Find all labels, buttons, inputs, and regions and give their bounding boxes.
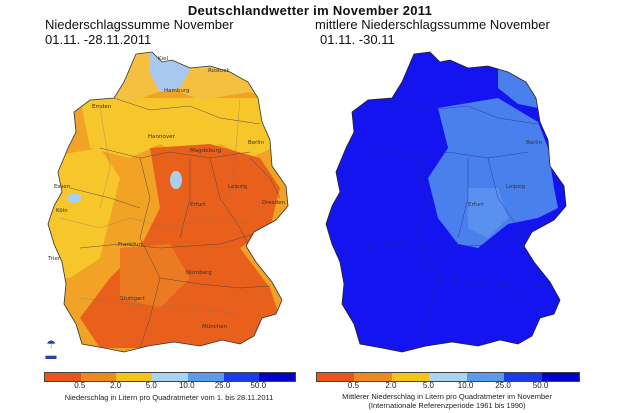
left-city-labels: Kiel Rostock Hamburg Emden Hannover Berl… [47, 56, 285, 330]
city-label-berlin: Berlin [526, 140, 542, 146]
left-blue-patch-west [67, 193, 81, 203]
left-legend-tick: 2.0 [109, 381, 122, 390]
left-legend-swatch [152, 373, 188, 381]
right-legend-tick: 0.5 [347, 381, 360, 390]
left-legend-swatch [116, 373, 153, 381]
right-legend-swatch [391, 373, 430, 381]
left-district-borders [59, 97, 251, 315]
left-legend-caption: Niederschlag in Litern pro Quadratmeter … [64, 393, 274, 402]
city-label-hamburg: Hamburg [164, 88, 190, 94]
left-legend-swatch [187, 373, 224, 381]
right-precipitation-map: Berlin Leipzig Erfurt [325, 51, 567, 353]
city-label-muenchen: München [202, 324, 228, 330]
city-label-nuernberg: Nürnberg [186, 270, 212, 276]
left-legend-swatch [80, 373, 117, 381]
dwd-logo-icon: ☂ ▬ [45, 339, 57, 362]
left-blue-patch-harz [170, 171, 182, 189]
left-map-date-range: 01.11. -28.11.2011 [45, 32, 152, 47]
left-legend-tick: 10.0 [178, 381, 195, 390]
city-label-magdeburg: Magdeburg [190, 148, 221, 154]
city-label-emden: Emden [92, 104, 112, 110]
right-legend-tick: 10.0 [457, 381, 474, 390]
right-legend-swatch [429, 373, 467, 381]
right-state-borders [357, 97, 549, 349]
right-legend-tick: 50.0 [532, 381, 549, 390]
right-legend-ticks: 0.5 2.0 5.0 10.0 25.0 50.0 [316, 381, 578, 391]
city-label-kiel: Kiel [158, 56, 169, 62]
city-label-erfurt: Erfurt [468, 202, 484, 208]
right-legend-swatch [504, 373, 542, 381]
city-label-stuttgart: Stuttgart [120, 296, 146, 302]
right-legend-tick: 5.0 [422, 381, 434, 390]
right-city-labels: Berlin Leipzig Erfurt [468, 140, 542, 208]
left-legend-swatch [259, 373, 296, 381]
left-legend-tick: 0.5 [74, 381, 86, 390]
right-legend-swatch [541, 373, 579, 381]
right-map-date-range: 01.11. -30.11 [320, 32, 395, 47]
city-label-leipzig: Leipzig [228, 184, 247, 190]
left-legend-bar [44, 372, 296, 382]
right-legend-swatch [354, 373, 392, 381]
left-map-title: Niederschlagssumme November 01.11. -28.1… [45, 17, 234, 47]
left-map-title-line1: Niederschlagssumme November [45, 17, 234, 32]
right-legend-tick: 25.0 [495, 381, 511, 390]
left-legend-ticks: 0.5 2.0 5.0 10.0 25.0 50.0 [44, 381, 294, 391]
right-legend-caption-line1: Mittlerer Niederschlag in Litern pro Qua… [342, 392, 552, 401]
right-legend-swatch [317, 373, 355, 381]
city-label-rostock: Rostock [208, 68, 230, 74]
city-label-hannover: Hannover [148, 134, 175, 140]
city-label-essen: Essen [54, 184, 71, 190]
right-legend-tick: 2.0 [385, 381, 397, 390]
left-state-borders [69, 97, 281, 349]
left-legend-tick: 25.0 [214, 381, 231, 390]
left-legend-swatch [223, 373, 260, 381]
left-legend-tick: 50.0 [250, 381, 267, 390]
right-legend-caption: Mittlerer Niederschlag in Litern pro Qua… [316, 392, 578, 410]
city-label-berlin: Berlin [248, 140, 264, 146]
left-legend-swatch [45, 373, 81, 381]
city-label-erfurt: Erfurt [190, 202, 206, 208]
city-label-dresden: Dresden [262, 200, 285, 206]
right-map-title: mittlere Niederschlagssumme November 01.… [315, 17, 550, 47]
right-legend-bar [316, 372, 580, 382]
page-title: Deutschlandwetter im November 2011 [187, 3, 433, 18]
left-zone-southwest [120, 244, 190, 308]
city-label-trier: Trier [47, 256, 61, 262]
right-legend-swatch [466, 373, 505, 381]
left-zone-north-yellow [80, 98, 272, 158]
city-label-frankfurt: Frankfurt [118, 242, 144, 248]
city-label-leipzig: Leipzig [506, 184, 525, 190]
right-map-title-line1: mittlere Niederschlagssumme November [315, 17, 550, 32]
right-legend-caption-line2: (Internationale Referenzperiode 1961 bis… [368, 401, 526, 410]
city-label-koeln: Köln [56, 208, 68, 214]
right-zone-leipzig [468, 188, 508, 238]
right-zone-east-midblue [428, 98, 558, 248]
left-precipitation-map: Kiel Rostock Hamburg Emden Hannover Berl… [47, 51, 289, 353]
left-legend-tick: 5.0 [145, 381, 157, 390]
